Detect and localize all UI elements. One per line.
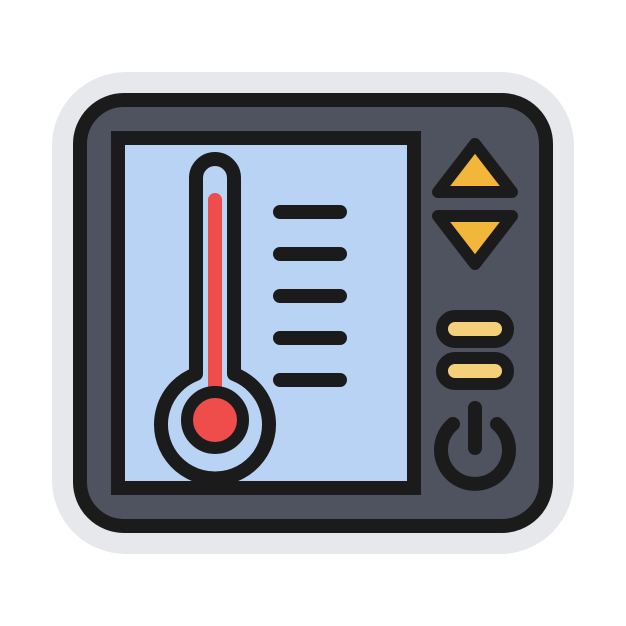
pill-button-2[interactable] [442, 358, 508, 384]
thermostat-icon [0, 0, 626, 626]
mercury-bulb-icon [187, 392, 243, 448]
pill-button-1[interactable] [442, 316, 508, 342]
